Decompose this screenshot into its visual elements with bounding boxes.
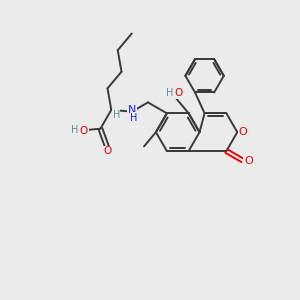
Text: O: O	[103, 146, 112, 156]
Text: O: O	[80, 126, 88, 136]
Text: N: N	[128, 105, 136, 115]
Text: H: H	[71, 125, 79, 135]
Text: H: H	[130, 112, 138, 123]
Text: H: H	[167, 88, 174, 98]
Text: O: O	[244, 156, 253, 166]
Text: O: O	[174, 88, 182, 98]
Text: H: H	[112, 110, 120, 120]
Text: O: O	[239, 127, 248, 137]
